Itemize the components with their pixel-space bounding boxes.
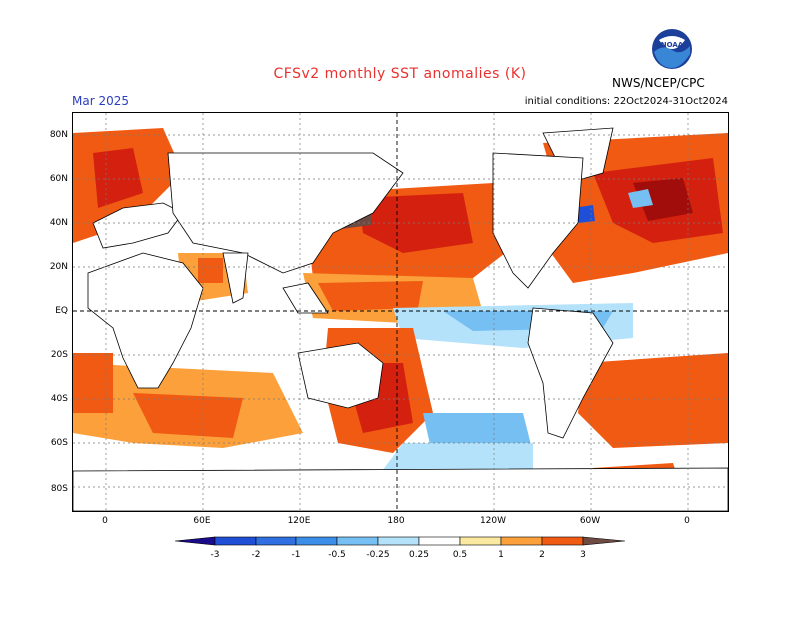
lat-label: 60S bbox=[51, 438, 68, 448]
lat-label: 80S bbox=[51, 484, 68, 494]
colorbar-segment bbox=[377, 536, 420, 546]
lon-label: 60W bbox=[580, 516, 600, 526]
lat-label: 80N bbox=[50, 130, 68, 140]
lon-label: 0 bbox=[102, 516, 108, 526]
lon-label: 120W bbox=[480, 516, 506, 526]
sst-anomaly-map bbox=[72, 112, 729, 512]
colorbar-tick: 3 bbox=[580, 550, 586, 560]
colorbar-tick: -1 bbox=[292, 550, 301, 560]
lat-label: 60N bbox=[50, 174, 68, 184]
lat-label: 40N bbox=[50, 218, 68, 228]
map-canvas bbox=[73, 113, 728, 511]
lat-label: EQ bbox=[55, 306, 68, 316]
colorbar-tick: 0.5 bbox=[453, 550, 467, 560]
colorbar-ticks: -3 -2 -1 -0.5 -0.25 0.25 0.5 1 2 3 bbox=[211, 550, 586, 560]
initial-conditions: initial conditions: 22Oct2024-31Oct2024 bbox=[524, 96, 728, 107]
agency-label: NWS/NCEP/CPC bbox=[612, 76, 705, 90]
colorbar bbox=[174, 536, 626, 546]
colorbar-segment bbox=[255, 536, 297, 546]
lat-label: 20S bbox=[51, 350, 68, 360]
graticule bbox=[73, 113, 728, 511]
noaa-logo-text: NOAA bbox=[661, 41, 684, 49]
colorbar-tick: 0.25 bbox=[409, 550, 429, 560]
colorbar-segment bbox=[336, 536, 379, 546]
colorbar-arrow-min bbox=[174, 536, 216, 546]
lon-label: 60E bbox=[193, 516, 210, 526]
forecast-month: Mar 2025 bbox=[72, 94, 129, 108]
colorbar-tick: -0.25 bbox=[366, 550, 389, 560]
reference-lines bbox=[73, 113, 728, 511]
colorbar-segment bbox=[541, 536, 584, 546]
lon-label: 180 bbox=[387, 516, 404, 526]
colorbar-segment bbox=[295, 536, 338, 546]
colorbar-arrow-max bbox=[582, 536, 626, 546]
lon-label: 0 bbox=[684, 516, 690, 526]
colorbar-tick: -3 bbox=[211, 550, 220, 560]
lat-labels: 80N 60N 40N 20N EQ 20S 40S 60S 80S bbox=[50, 130, 68, 494]
colorbar-segment bbox=[500, 536, 543, 546]
colorbar-tick: -2 bbox=[252, 550, 261, 560]
chart-title: CFSv2 monthly SST anomalies (K) bbox=[273, 66, 527, 82]
lat-label: 40S bbox=[51, 394, 68, 404]
lon-labels: 0 60E 120E 180 120W 60W 0 bbox=[102, 516, 690, 526]
colorbar-segment bbox=[418, 536, 461, 546]
colorbar-tick: 2 bbox=[539, 550, 545, 560]
lat-label: 20N bbox=[50, 262, 68, 272]
continents bbox=[73, 127, 728, 511]
colorbar-tick: -0.5 bbox=[328, 550, 346, 560]
noaa-logo: NOAA bbox=[652, 29, 692, 69]
colorbar-segment bbox=[459, 536, 502, 546]
colorbar-tick: 1 bbox=[498, 550, 504, 560]
lon-label: 120E bbox=[288, 516, 311, 526]
colorbar-segment bbox=[214, 536, 257, 546]
